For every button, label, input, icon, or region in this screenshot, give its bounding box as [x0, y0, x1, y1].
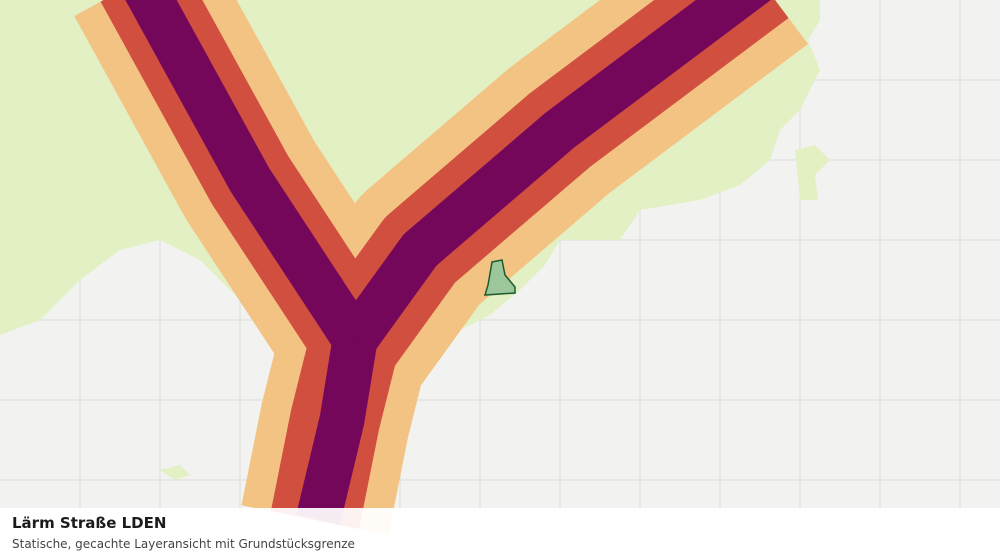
parcel-boundary	[483, 259, 516, 296]
map-title: Lärm Straße LDEN	[12, 514, 167, 532]
noise-bands	[74, 0, 808, 535]
map-subtitle: Statische, gecachte Layeransicht mit Gru…	[12, 537, 355, 551]
caption: Lärm Straße LDEN Statische, gecachte Lay…	[0, 508, 1000, 560]
